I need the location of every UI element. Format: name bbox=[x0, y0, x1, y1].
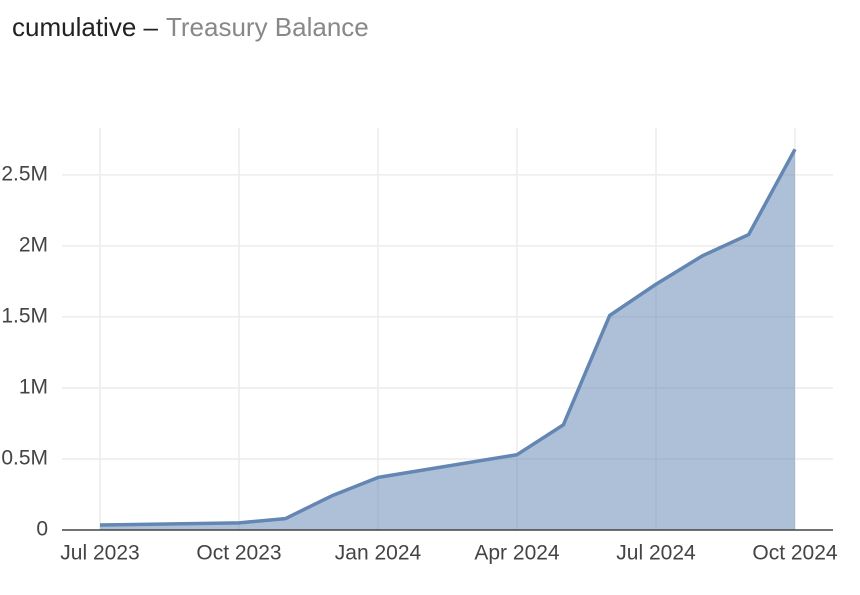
chart-subtitle: Treasury Balance bbox=[166, 12, 369, 42]
y-tick-label: 1M bbox=[19, 375, 48, 398]
x-tick-label: Oct 2024 bbox=[752, 542, 838, 565]
x-tick-label: Apr 2024 bbox=[474, 542, 560, 565]
x-tick-label: Jul 2024 bbox=[616, 542, 696, 565]
area-line bbox=[99, 148, 797, 527]
chart-title-group: cumulative – Treasury Balance bbox=[12, 12, 369, 42]
x-tick-label: Jan 2024 bbox=[335, 542, 422, 565]
x-tick-label: Oct 2023 bbox=[196, 542, 281, 565]
y-tick-label: 2.5M bbox=[1, 162, 48, 185]
chart-title: cumulative – bbox=[12, 12, 158, 42]
area-fill bbox=[100, 149, 795, 530]
y-tick-label: 0.5M bbox=[1, 447, 48, 470]
y-tick-label: 2M bbox=[19, 233, 48, 256]
x-tick-label: Jul 2023 bbox=[60, 542, 139, 565]
y-tick-label: 1.5M bbox=[1, 304, 48, 327]
y-tick-label: 0 bbox=[36, 518, 48, 541]
